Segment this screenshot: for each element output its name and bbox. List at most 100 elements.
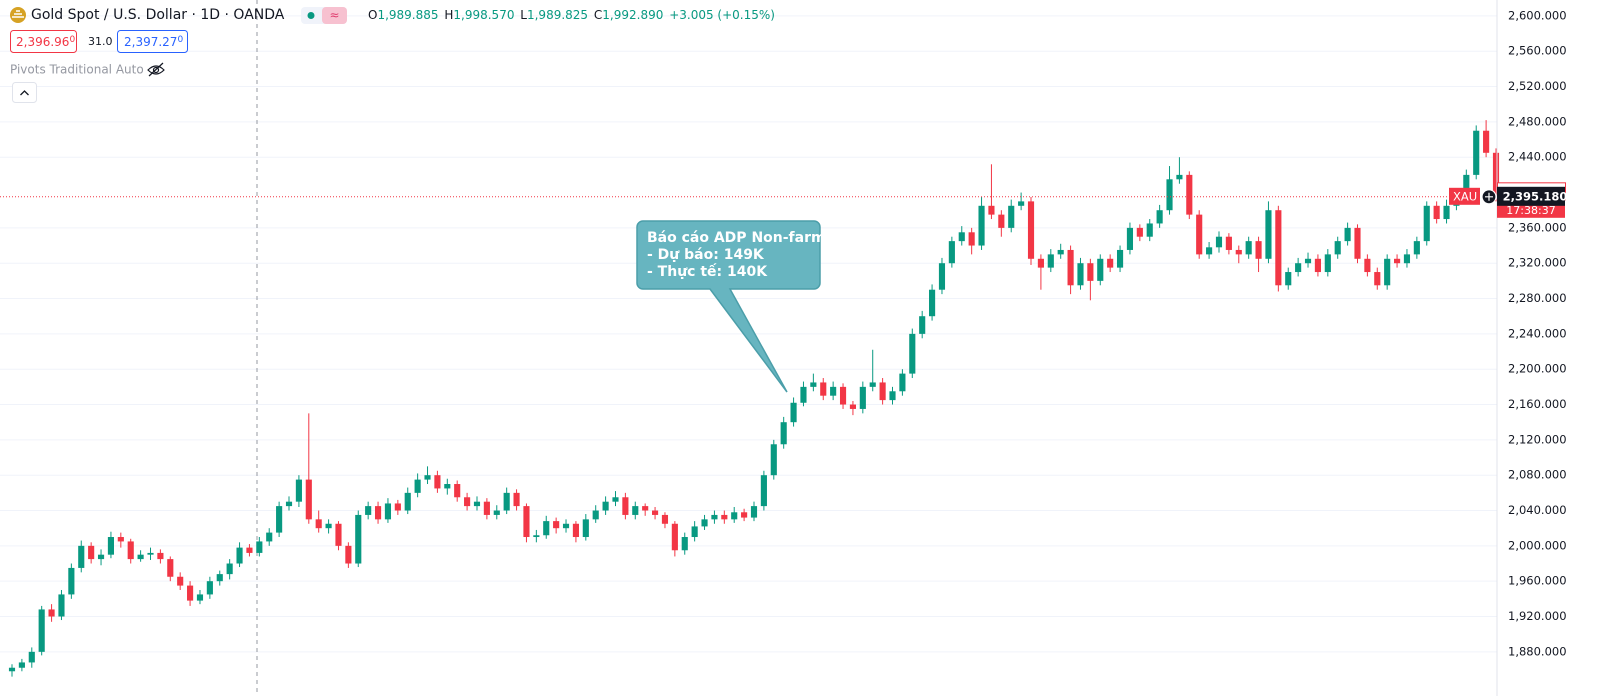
candle-body <box>1483 130 1490 153</box>
ohlc-key: O <box>368 8 377 22</box>
candle-body <box>97 554 105 560</box>
y-tick-label: 2,320.000 <box>1508 256 1567 270</box>
buy-button[interactable] <box>117 30 188 53</box>
y-tick-label: 2,480.000 <box>1508 114 1567 128</box>
candle-body <box>1334 241 1341 255</box>
candle-body <box>1087 263 1094 281</box>
candle-body <box>464 497 471 507</box>
ohlc-value: 1,989.885 <box>377 8 438 22</box>
candle-body <box>651 510 659 515</box>
candle-body <box>1324 254 1331 273</box>
ask-pip: 0 <box>177 35 183 45</box>
ohlc-key: H <box>444 8 453 22</box>
candle-body <box>246 547 253 553</box>
candle-body <box>582 519 589 538</box>
candle-body <box>988 205 995 215</box>
ohlc-value: 1,989.825 <box>527 8 588 22</box>
symbol-title[interactable]: Gold Spot / U.S. Dollar · 1D · OANDA <box>31 7 285 23</box>
candle-body <box>1225 236 1232 250</box>
candle-body <box>1354 227 1361 259</box>
market-open-dot <box>307 12 315 19</box>
candle-body <box>206 581 213 595</box>
candle-body <box>859 386 866 409</box>
candle-body <box>1443 205 1450 220</box>
candle-body <box>187 585 194 601</box>
callout-line: - Dự báo: 149K <box>647 247 765 263</box>
candle-body <box>760 475 767 507</box>
candle-body <box>78 545 85 568</box>
candle-body <box>196 594 204 601</box>
candle-body <box>256 541 263 553</box>
candle-body <box>335 523 342 546</box>
candle-body <box>691 526 698 538</box>
y-tick-label: 2,560.000 <box>1508 44 1567 58</box>
candle-body <box>1463 174 1470 193</box>
candle-body <box>919 316 926 334</box>
y-tick-label: 2,360.000 <box>1508 220 1567 234</box>
candle-body <box>513 492 520 507</box>
candle-body <box>1067 249 1074 286</box>
candle-body <box>1126 227 1134 250</box>
candle-body <box>1008 205 1015 228</box>
candle-body <box>523 506 530 538</box>
candle-body <box>1413 241 1420 255</box>
callout[interactable] <box>636 220 821 393</box>
candle-body <box>1265 210 1272 259</box>
y-tick-label: 2,520.000 <box>1508 79 1567 93</box>
candle-body <box>127 541 134 560</box>
candle-body <box>1295 263 1302 273</box>
candle-body <box>968 232 975 246</box>
candle-body <box>1166 179 1173 211</box>
candle-body <box>770 444 777 476</box>
delay-badge[interactable] <box>322 7 347 24</box>
candle-body <box>869 382 876 387</box>
candle-body <box>1423 205 1430 242</box>
candle-body <box>790 402 797 423</box>
candle-body <box>1047 254 1054 268</box>
candle-body <box>315 519 322 529</box>
collapse-caret <box>20 90 29 96</box>
hide-icon[interactable] <box>147 62 165 77</box>
candle-body <box>731 512 738 520</box>
candle-body <box>503 492 510 511</box>
candle-body <box>404 492 411 511</box>
symbol-badge: XAU <box>1453 189 1477 203</box>
candle-body <box>1156 210 1163 224</box>
candle-body <box>374 506 382 520</box>
candle-body <box>1433 205 1440 220</box>
y-tick-label: 1,920.000 <box>1508 609 1567 623</box>
candle-body <box>681 537 688 551</box>
candle-body <box>1393 258 1401 264</box>
last-price-label: 2,395.180 <box>1503 189 1568 203</box>
y-tick-label: 2,080.000 <box>1508 468 1567 482</box>
last-price-box <box>1497 186 1565 206</box>
candle-body <box>1304 258 1312 264</box>
candle-body <box>1077 263 1084 286</box>
bid-pip: 0 <box>69 35 75 45</box>
price-axis: 1,880.000 1,920.000 1,960.000 2,000.000 2,04… <box>1508 8 1567 658</box>
delay-icon: ≈ <box>329 8 339 22</box>
candle-body <box>721 514 728 520</box>
collapse-button[interactable] <box>12 82 37 103</box>
candle-body <box>671 523 678 551</box>
candle-body <box>849 404 857 409</box>
candle-body <box>18 662 25 668</box>
candle-body <box>1146 223 1153 237</box>
candle-body <box>1235 249 1242 255</box>
candle-body <box>602 501 609 511</box>
candle-body <box>107 537 115 555</box>
ask-price: 2,397.27 <box>124 35 177 49</box>
candle-body <box>889 391 896 401</box>
bid[interactable]: 2,396.960 <box>16 35 75 49</box>
sell-button[interactable] <box>10 30 77 53</box>
ask[interactable]: 2,397.270 <box>124 35 183 49</box>
candle-body <box>216 574 223 582</box>
candle-body <box>454 484 461 498</box>
indicator-label[interactable]: Pivots Traditional Auto <box>10 63 144 77</box>
candle-body <box>820 382 827 396</box>
candle-body <box>295 479 302 502</box>
ohlc-key: L <box>520 8 527 22</box>
y-tick-label: 2,040.000 <box>1508 503 1567 517</box>
